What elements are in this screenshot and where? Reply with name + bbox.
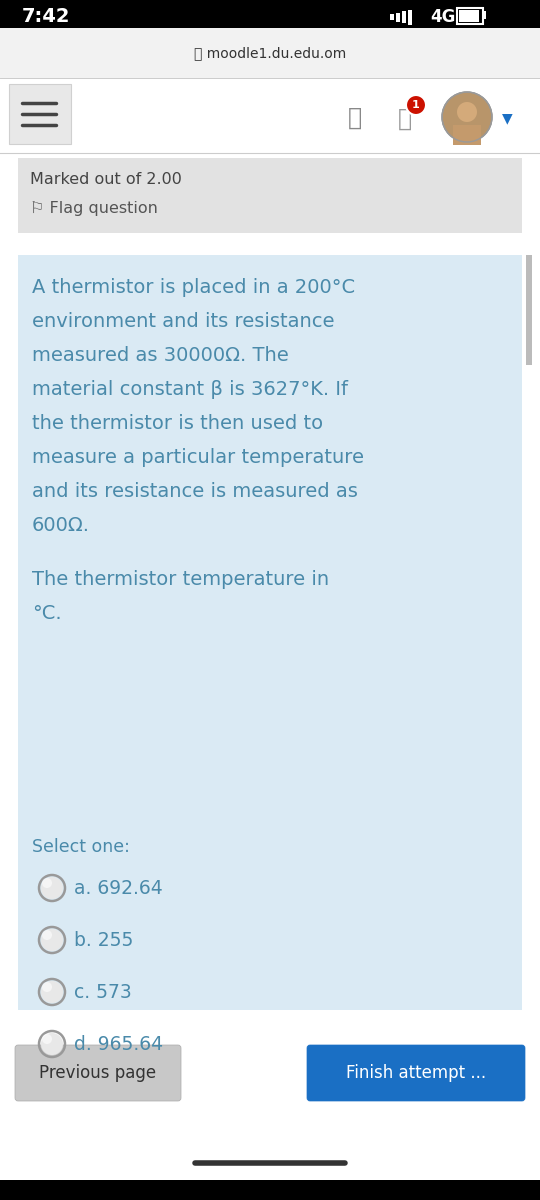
Text: 🔔: 🔔 <box>348 106 362 130</box>
FancyBboxPatch shape <box>408 10 412 24</box>
Circle shape <box>41 929 63 950</box>
Circle shape <box>41 1033 63 1055</box>
Text: and its resistance is measured as: and its resistance is measured as <box>32 482 358 502</box>
Text: 💬: 💬 <box>398 107 412 131</box>
FancyBboxPatch shape <box>18 254 522 1010</box>
Circle shape <box>457 102 477 122</box>
Text: Select one:: Select one: <box>32 838 130 856</box>
Text: measured as 30000Ω. The: measured as 30000Ω. The <box>32 346 289 365</box>
FancyBboxPatch shape <box>526 254 532 365</box>
Circle shape <box>42 1034 52 1044</box>
Text: material constant β is 3627°K. If: material constant β is 3627°K. If <box>32 380 348 398</box>
FancyBboxPatch shape <box>0 78 540 152</box>
Text: d. 965.64: d. 965.64 <box>74 1034 163 1054</box>
FancyBboxPatch shape <box>396 12 400 22</box>
Text: 🔒 moodle1.du.edu.om: 🔒 moodle1.du.edu.om <box>194 46 346 60</box>
FancyBboxPatch shape <box>0 28 540 78</box>
Text: The thermistor temperature in: The thermistor temperature in <box>32 570 329 589</box>
Text: 1: 1 <box>412 100 420 110</box>
FancyBboxPatch shape <box>402 11 406 23</box>
Text: Marked out of 2.00: Marked out of 2.00 <box>30 173 182 187</box>
Text: Finish attempt ...: Finish attempt ... <box>346 1064 486 1082</box>
Text: Previous page: Previous page <box>39 1064 157 1082</box>
FancyBboxPatch shape <box>15 1045 181 1102</box>
FancyBboxPatch shape <box>9 84 71 144</box>
FancyBboxPatch shape <box>483 11 486 19</box>
Text: 600Ω.: 600Ω. <box>32 516 90 535</box>
FancyBboxPatch shape <box>0 1180 540 1200</box>
FancyBboxPatch shape <box>390 14 394 20</box>
Text: c. 573: c. 573 <box>74 983 132 1002</box>
Circle shape <box>442 92 492 142</box>
Text: ⚐ Flag question: ⚐ Flag question <box>30 200 158 216</box>
Text: ▼: ▼ <box>502 110 512 125</box>
FancyBboxPatch shape <box>0 0 540 28</box>
Circle shape <box>42 930 52 940</box>
FancyBboxPatch shape <box>0 233 540 254</box>
Text: b. 255: b. 255 <box>74 930 133 949</box>
FancyBboxPatch shape <box>18 158 522 233</box>
Circle shape <box>41 877 63 899</box>
Text: 7:42: 7:42 <box>22 7 71 26</box>
Text: measure a particular temperature: measure a particular temperature <box>32 448 364 467</box>
FancyBboxPatch shape <box>453 125 481 145</box>
Text: a. 692.64: a. 692.64 <box>74 878 163 898</box>
FancyBboxPatch shape <box>0 1010 540 1200</box>
Circle shape <box>42 878 52 888</box>
Text: °C.: °C. <box>32 604 62 623</box>
Circle shape <box>406 95 426 115</box>
Circle shape <box>41 982 63 1003</box>
Circle shape <box>42 982 52 992</box>
Text: environment and its resistance: environment and its resistance <box>32 312 334 331</box>
FancyBboxPatch shape <box>307 1045 525 1102</box>
Text: the thermistor is then used to: the thermistor is then used to <box>32 414 323 433</box>
Text: 4G: 4G <box>430 8 455 26</box>
Text: A thermistor is placed in a 200°C: A thermistor is placed in a 200°C <box>32 278 355 296</box>
FancyBboxPatch shape <box>459 10 479 22</box>
